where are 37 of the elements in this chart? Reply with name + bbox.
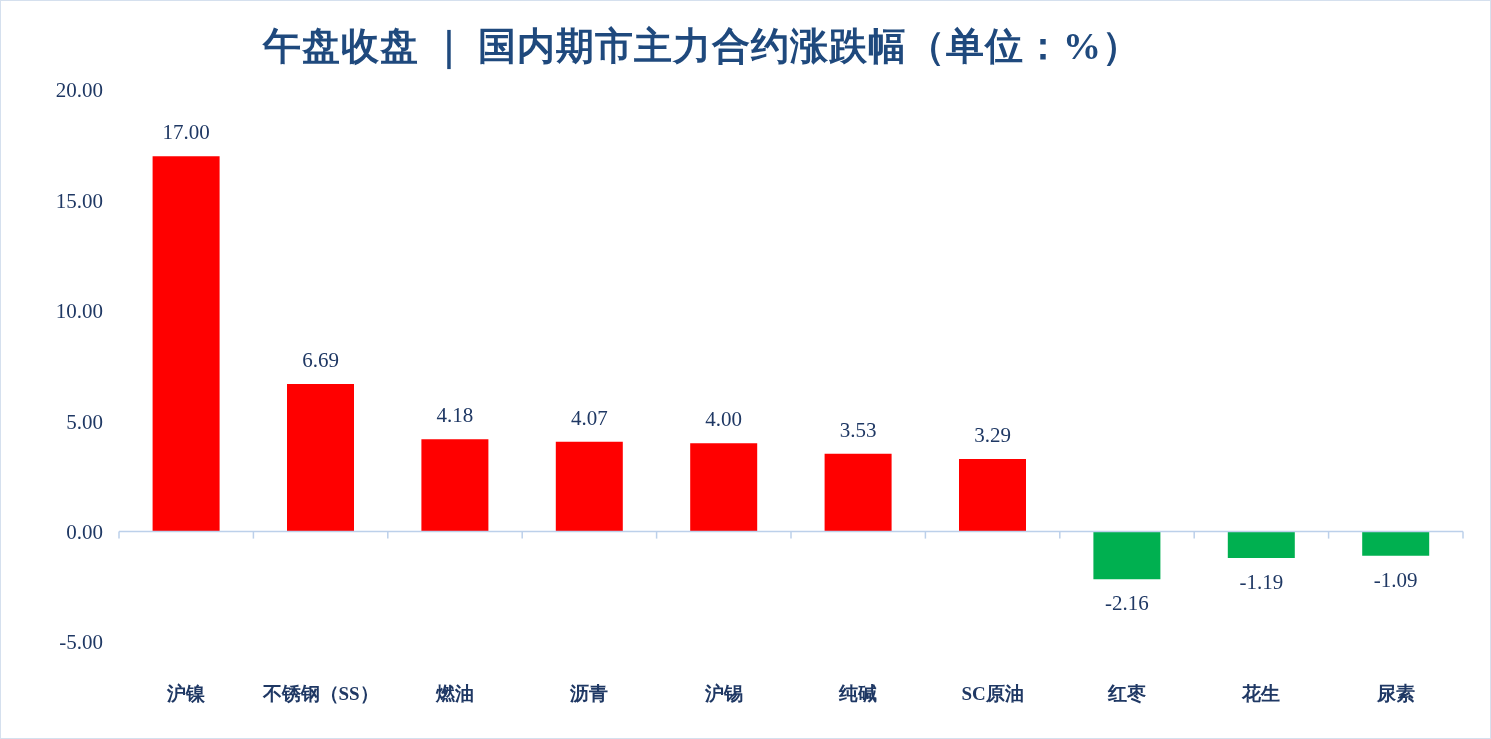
data-label: 4.18 <box>436 403 474 428</box>
data-label: -1.19 <box>1239 569 1284 594</box>
x-tick-label: 花生 <box>1241 683 1281 704</box>
bar <box>959 458 1026 532</box>
x-tick-label: 纯碱 <box>838 683 878 704</box>
y-tick-label: 0.00 <box>66 520 103 545</box>
x-tick-label: 不锈钢（SS） <box>261 683 379 704</box>
chart-title: 午盘收盘 ｜ 国内期市主力合约涨跌幅（单位：%） <box>263 24 1141 71</box>
data-label: 4.00 <box>705 407 743 432</box>
data-label: 3.29 <box>974 422 1011 447</box>
bar <box>287 383 354 532</box>
x-tick-label: 尿素 <box>1375 683 1415 704</box>
bar <box>555 441 623 532</box>
bar <box>824 453 892 532</box>
data-label: -2.16 <box>1105 591 1149 616</box>
bar <box>152 156 220 532</box>
y-tick-label: 10.00 <box>55 299 103 324</box>
data-label: -1.09 <box>1373 567 1418 592</box>
bar <box>1093 531 1161 580</box>
x-tick-label: 沥青 <box>569 683 609 704</box>
bar <box>690 443 758 532</box>
data-label: 4.07 <box>570 405 608 430</box>
y-tick-label: -5.00 <box>59 630 103 655</box>
x-tick-label: 燃油 <box>435 683 474 704</box>
data-label: 3.53 <box>839 417 877 442</box>
x-tick-label: 红枣 <box>1107 683 1146 704</box>
x-tick-label: 沪镍 <box>166 683 207 704</box>
y-tick-label: 15.00 <box>55 188 103 213</box>
x-tick-label: SC原油 <box>961 683 1024 704</box>
data-label: 17.00 <box>162 120 210 145</box>
bar <box>1227 531 1295 558</box>
y-tick-label: 20.00 <box>55 78 103 103</box>
y-tick-label: 5.00 <box>66 409 103 434</box>
x-tick-label: 沪锡 <box>703 683 743 704</box>
bar <box>1362 531 1430 556</box>
data-label: 6.69 <box>302 347 339 372</box>
bar <box>421 439 489 532</box>
